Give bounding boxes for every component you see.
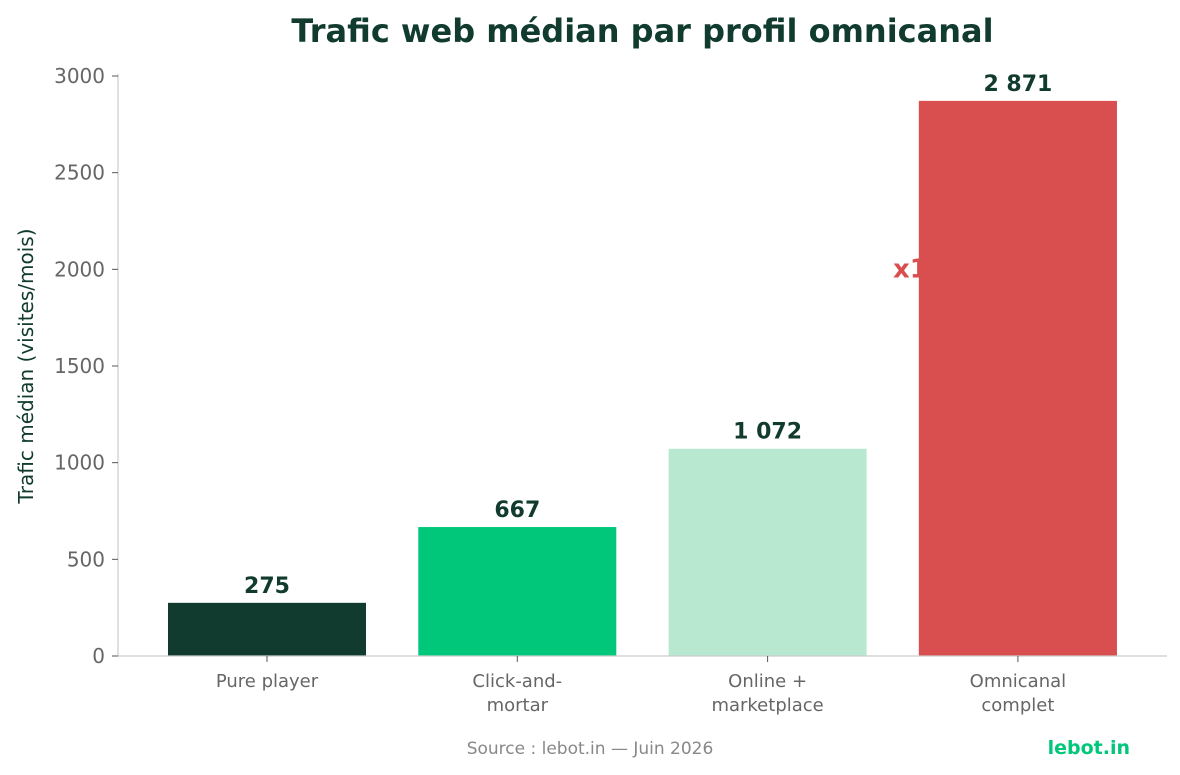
bar-overlay-4	[918, 100, 1117, 656]
value-label-1: 275	[244, 574, 290, 599]
x-tick-label-4: Omnicanal complet	[970, 671, 1066, 716]
y-tick-label: 3000	[54, 64, 105, 88]
x-tick-label-1: Pure player	[216, 671, 319, 692]
brand-logo-text: lebot.in	[1047, 737, 1130, 759]
value-label-3: 1 072	[733, 420, 802, 445]
y-tick-label: 500	[67, 547, 105, 571]
y-tick-label: 1500	[54, 354, 105, 378]
x-tick-label-3: Online + marketplace	[711, 671, 823, 716]
bar-3	[668, 448, 867, 656]
source-note: Source : lebot.in — Juin 2026	[466, 739, 714, 759]
bar-1	[168, 602, 366, 656]
y-tick-label: 0	[92, 644, 105, 668]
y-axis-label: Trafic médian (visites/mois)	[14, 228, 38, 504]
y-tick-label: 2000	[54, 257, 105, 281]
chart-title: Trafic web médian par profil omnicanal	[291, 12, 994, 50]
y-tick-label: 1000	[54, 451, 105, 475]
bar-2	[418, 527, 617, 656]
value-label-2: 667	[494, 498, 540, 523]
y-tick-label: 2500	[54, 161, 105, 185]
value-label-4: 2 871	[983, 72, 1052, 97]
x-tick-label-2: Click-and-mortar	[472, 671, 562, 716]
